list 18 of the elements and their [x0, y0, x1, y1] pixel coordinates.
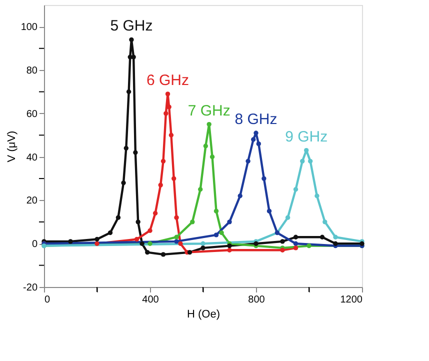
- x-tick-label: 800: [248, 294, 266, 306]
- series-label: 8 GHz: [234, 110, 278, 128]
- y-tick-label: 0: [32, 239, 38, 250]
- series-label: 9 GHz: [285, 128, 328, 146]
- y-axis-title: V (μV): [6, 130, 18, 162]
- y-tick-label: 20: [26, 196, 38, 207]
- x-tick-label: 0: [44, 294, 50, 306]
- y-tick-label: 60: [26, 108, 38, 120]
- x-axis-title: H (Oe): [187, 308, 220, 320]
- series-label: 5 GHz: [110, 18, 153, 35]
- y-tick-label: 100: [20, 22, 38, 34]
- series-label: 7 GHz: [188, 102, 230, 120]
- y-tick-label: -20: [23, 282, 38, 294]
- x-tick-label: 400: [142, 294, 160, 306]
- series-label: 6 GHz: [146, 72, 190, 89]
- y-tick-label: 40: [26, 152, 38, 164]
- x-tick-label: 1200: [340, 294, 363, 306]
- y-tick-label: 80: [26, 66, 38, 77]
